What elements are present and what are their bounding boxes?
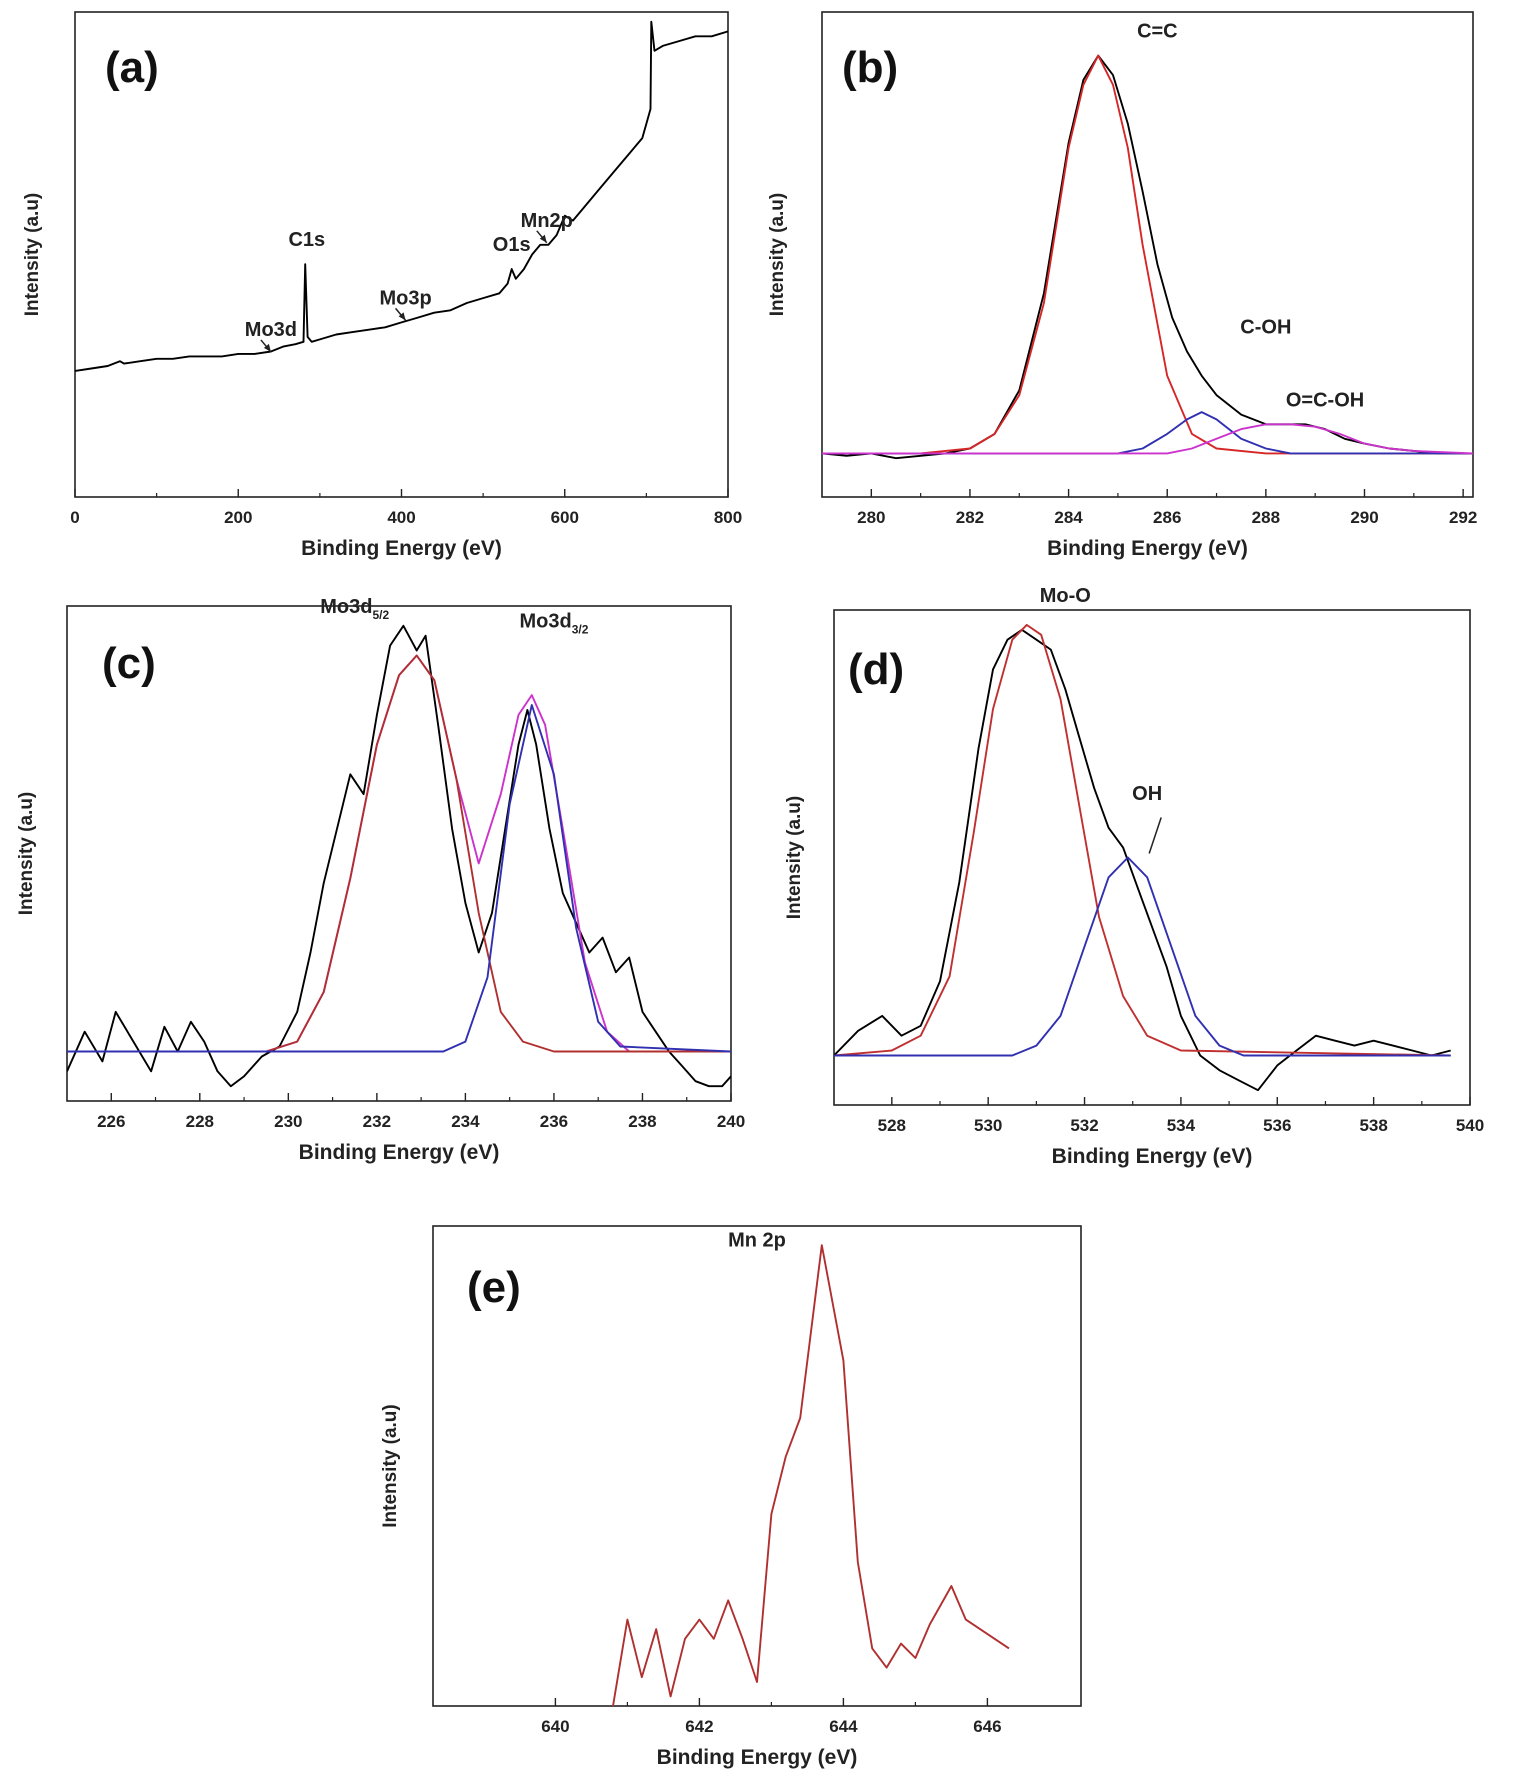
x-tick-label: 536 xyxy=(1263,1116,1291,1135)
series-line-3 xyxy=(67,704,731,1053)
y-axis-label: Intensity (a.u) xyxy=(16,792,37,916)
annotation-label: OH xyxy=(1132,783,1162,805)
plot-frame xyxy=(74,11,729,498)
x-tick-label: 286 xyxy=(1153,508,1181,527)
annotation-label: Mn2p xyxy=(521,210,573,232)
x-tick-label: 238 xyxy=(628,1112,656,1131)
x-tick-label: 230 xyxy=(274,1112,302,1131)
x-tick-label: 528 xyxy=(878,1116,906,1135)
x-tick-label: 282 xyxy=(956,508,984,527)
x-tick-label: 234 xyxy=(451,1112,480,1131)
annotation-label: C-OH xyxy=(1240,317,1291,339)
panel-e: 640 642 644 646 Binding Energy (eV) Intensity… xyxy=(380,1225,1082,1769)
series-line-1 xyxy=(822,54,1473,455)
annotation-label: O=C-OH xyxy=(1286,389,1364,411)
series-line-2 xyxy=(834,856,1451,1057)
series-line-0 xyxy=(612,1244,1010,1706)
x-tick-label: 644 xyxy=(829,1717,858,1736)
plot-frame xyxy=(821,11,1474,498)
plot-frame xyxy=(833,609,1471,1106)
annotation-arrowhead xyxy=(539,234,547,243)
series-line-2 xyxy=(67,654,731,1053)
panel-d: 528 530 532 534 536 538 540 Binding Energy (eV)… xyxy=(784,585,1484,1168)
x-tick-label: 538 xyxy=(1359,1116,1387,1135)
annotation-label: O1s xyxy=(493,234,531,256)
panel-label: (c) xyxy=(102,639,156,688)
x-tick-label: 642 xyxy=(685,1717,713,1736)
x-tick-label: 290 xyxy=(1350,508,1378,527)
x-tick-label: 540 xyxy=(1456,1116,1484,1135)
annotation-label: Mo3d3/2 xyxy=(519,611,588,637)
plot-frame xyxy=(66,605,732,1102)
x-tick-label: 646 xyxy=(973,1717,1001,1736)
annotation-arrowhead xyxy=(263,343,271,352)
x-axis-label: Binding Energy (eV) xyxy=(657,1746,858,1769)
x-tick-label: 530 xyxy=(974,1116,1002,1135)
x-tick-label: 800 xyxy=(714,508,742,527)
annotation-label: C=C xyxy=(1137,21,1178,43)
x-tick-label: 640 xyxy=(541,1717,569,1736)
series-line-3 xyxy=(822,423,1473,455)
series-line-0 xyxy=(75,20,728,372)
annotation-label: Mo-O xyxy=(1040,585,1091,607)
y-axis-label: Intensity (a.u) xyxy=(784,796,805,920)
annotation-label: Mo3d xyxy=(245,319,297,341)
series-line-1 xyxy=(834,623,1451,1057)
y-axis-label: Intensity (a.u) xyxy=(380,1404,401,1528)
x-axis-label: Binding Energy (eV) xyxy=(1052,1145,1253,1168)
series-line-0 xyxy=(67,624,731,1088)
series-line-1 xyxy=(67,654,731,1053)
series-line-0 xyxy=(822,54,1473,460)
panel-c: 226 228 230 232 234 236 238 240 Binding Energy (… xyxy=(16,596,745,1164)
annotation-arrowhead xyxy=(398,312,406,321)
annotation-label: Mn 2p xyxy=(728,1229,786,1251)
x-tick-label: 240 xyxy=(717,1112,745,1131)
x-tick-label: 228 xyxy=(186,1112,214,1131)
x-axis-label: Binding Energy (eV) xyxy=(1047,537,1248,560)
x-tick-label: 0 xyxy=(70,508,79,527)
x-tick-label: 284 xyxy=(1054,508,1083,527)
panel-label: (b) xyxy=(842,43,898,92)
x-axis-label: Binding Energy (eV) xyxy=(301,537,502,560)
x-tick-label: 280 xyxy=(857,508,885,527)
annotation-label: C1s xyxy=(288,229,325,251)
panel-label: (a) xyxy=(105,43,159,92)
x-tick-label: 534 xyxy=(1167,1116,1196,1135)
annotation-label: Mo3p xyxy=(379,287,431,309)
series-line-2 xyxy=(822,411,1473,455)
x-tick-label: 232 xyxy=(363,1112,391,1131)
y-axis-label: Intensity (a.u) xyxy=(767,193,788,317)
panel-label: (d) xyxy=(848,645,904,694)
panel-label: (e) xyxy=(467,1263,521,1312)
panel-a: 0 200 400 600 800 Binding Energy (eV) Intensit… xyxy=(22,11,742,560)
annotation-label: Mo3d5/2 xyxy=(320,596,389,622)
panel-b: 280 282 284 286 288 290 292 Binding Energy (eV)… xyxy=(767,11,1477,560)
x-tick-label: 200 xyxy=(224,508,252,527)
x-tick-label: 288 xyxy=(1252,508,1280,527)
plot-frame xyxy=(432,1225,1082,1707)
x-tick-label: 600 xyxy=(551,508,579,527)
x-tick-label: 292 xyxy=(1449,508,1477,527)
x-tick-label: 226 xyxy=(97,1112,125,1131)
x-axis-label: Binding Energy (eV) xyxy=(299,1141,500,1164)
annotation-arrow xyxy=(1148,817,1162,854)
x-tick-label: 532 xyxy=(1070,1116,1098,1135)
y-axis-label: Intensity (a.u) xyxy=(22,193,43,317)
series-line-0 xyxy=(834,628,1451,1092)
x-tick-label: 236 xyxy=(540,1112,568,1131)
x-tick-label: 400 xyxy=(387,508,415,527)
